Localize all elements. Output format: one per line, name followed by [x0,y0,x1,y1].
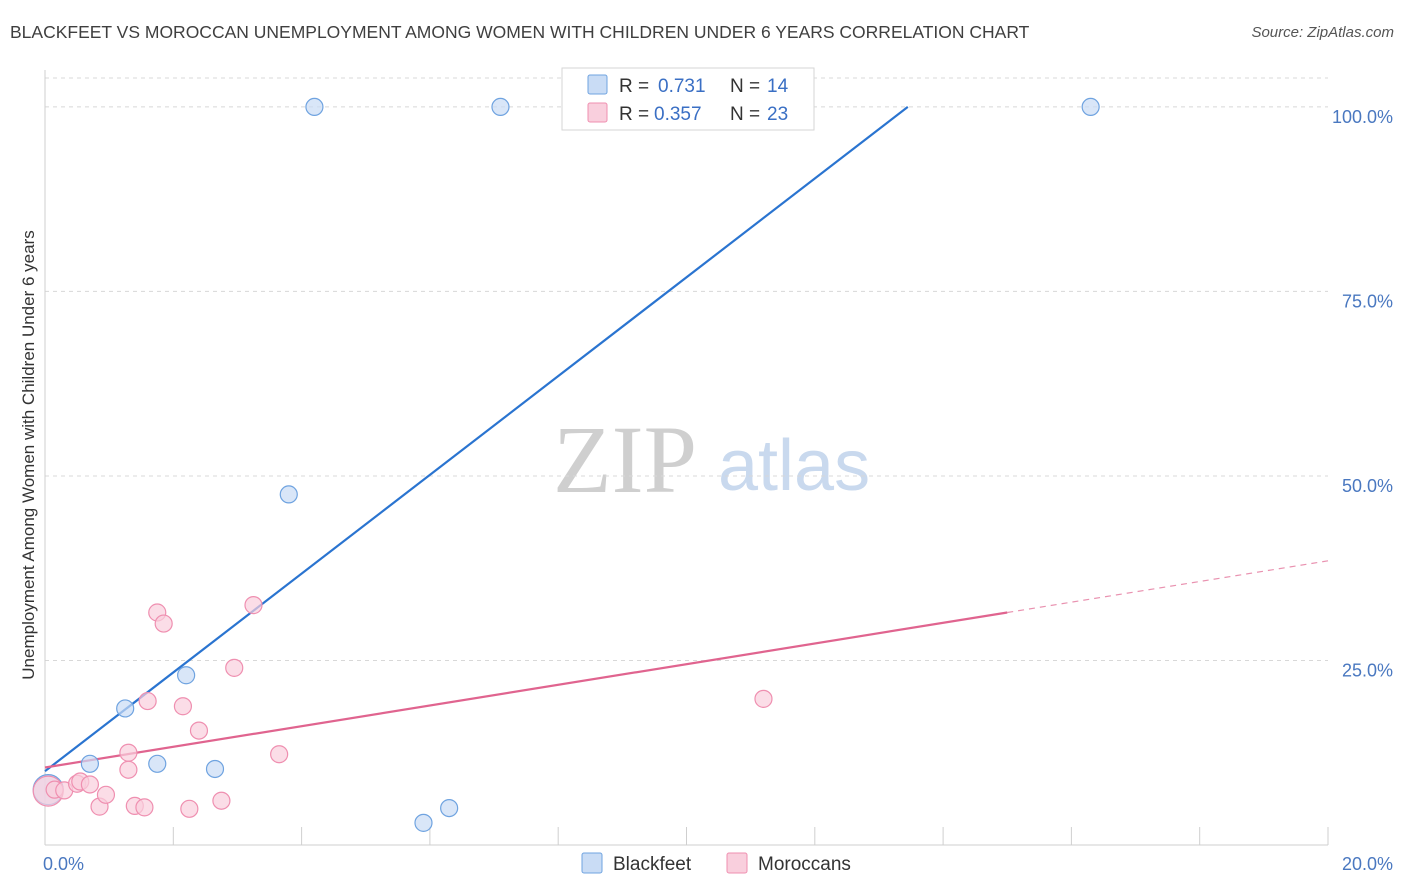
axes [44,70,1329,846]
point-moroccans-20 [244,596,263,615]
point-moroccans-21 [270,745,289,764]
y-tick-label-25: 25.0% [1342,660,1393,680]
y-axis-label: Unemployment Among Women with Children U… [19,230,38,679]
watermark-zip: ZIP [553,406,697,513]
point-moroccans-9 [119,760,138,779]
legend-r-value-blackfeet: 0.731 [658,76,706,97]
point-moroccans-15 [173,697,193,716]
x-tick-label-min: 0.0% [43,854,84,874]
point-blackfeet-5 [205,759,225,779]
legend-r-label-blackfeet: R = [619,76,649,97]
trend-lines [44,106,1329,773]
point-moroccans-22 [754,689,773,708]
legend-n-value-moroccans: 23 [767,104,788,125]
point-moroccans-17 [189,721,209,740]
legend-swatch-blackfeet [587,74,608,95]
point-blackfeet-3 [148,754,167,773]
legend-r-value-moroccans: 0.357 [654,104,702,125]
bottom-legend-swatch-moroccans [726,852,748,874]
legend-n-label-moroccans: N = [730,104,760,125]
bottom-legend-label-blackfeet: Blackfeet [613,854,692,875]
chart-title: BLACKFEET VS MOROCCAN UNEMPLOYMENT AMONG… [10,22,1030,42]
x-tick-label-max: 20.0% [1342,854,1393,874]
bottom-legend: Blackfeet Moroccans [581,852,851,875]
point-blackfeet-4 [177,666,196,685]
legend-r-label-moroccans: R = [619,104,649,125]
legend: R = 0.731 N = 14 R = 0.357 N = 23 [561,67,815,131]
legend-swatch-moroccans [587,102,608,123]
watermark: ZIP atlas [553,406,870,513]
point-blackfeet-13 [1081,97,1100,117]
trend-extension-moroccans [1007,560,1329,614]
point-blackfeet-10 [491,97,510,117]
point-blackfeet-6 [279,485,298,504]
tick-labels: 25.0% 50.0% 75.0% 100.0% 0.0% 20.0% [43,107,1393,874]
bottom-legend-label-moroccans: Moroccans [758,854,851,875]
point-blackfeet-7 [305,97,324,117]
point-blackfeet-8 [414,813,433,832]
point-moroccans-12 [138,691,157,711]
point-moroccans-7 [96,785,116,804]
point-blackfeet-9 [440,798,459,818]
point-moroccans-18 [212,791,231,810]
y-tick-label-100: 100.0% [1332,107,1393,127]
bottom-legend-swatch-blackfeet [581,852,603,874]
grid [45,77,1328,661]
source-label: Source: ZipAtlas.com [1251,24,1394,41]
watermark-atlas: atlas [718,426,870,506]
point-moroccans-19 [225,658,244,677]
point-blackfeet-2 [116,699,135,718]
point-moroccans-16 [180,799,199,818]
point-blackfeet-1 [80,754,100,773]
y-tick-label-75: 75.0% [1342,291,1393,311]
point-moroccans-8 [119,743,138,762]
point-moroccans-14 [154,614,173,633]
point-moroccans-5 [80,775,100,794]
point-moroccans-11 [135,798,154,817]
data-points [32,97,1100,832]
trend-line-moroccans [44,611,1008,769]
trend-line-blackfeet [44,106,909,773]
y-tick-label-50: 50.0% [1342,476,1393,496]
legend-n-value-blackfeet: 14 [767,76,789,97]
legend-n-label-blackfeet: N = [730,76,760,97]
